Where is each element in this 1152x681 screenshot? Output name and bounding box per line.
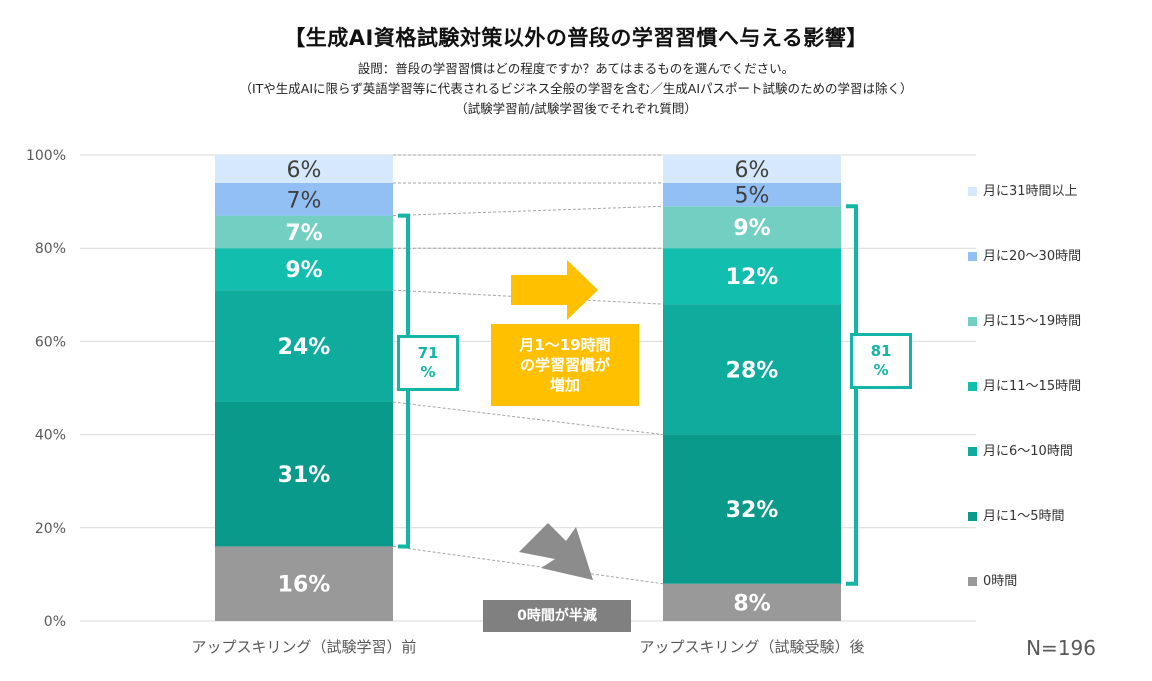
bar-segment (215, 290, 393, 402)
connector-line (392, 545, 664, 585)
y-tick-label: 40% (35, 428, 66, 444)
legend-label: 0時間 (983, 574, 1018, 589)
legend-swatch (968, 447, 977, 456)
bar-segment (663, 434, 841, 584)
bar-segment (215, 401, 393, 547)
legend-swatch (968, 252, 977, 261)
x-category-label: アップスキリング（試験学習）前 (191, 638, 416, 656)
data-label: 5% (735, 184, 770, 209)
legend-swatch (968, 382, 977, 391)
after-bracket (846, 204, 858, 586)
legend-item: 0時間 (968, 570, 1017, 589)
bar-segment (215, 248, 393, 291)
legend-item: 月に20～30時間 (968, 245, 1081, 264)
legend-label: 月に31時間以上 (983, 184, 1078, 199)
data-label: 8% (733, 591, 770, 616)
data-label: 9% (733, 216, 770, 241)
legend-label: 月に15～19時間 (983, 314, 1082, 329)
zero-half-callout: 0時間が半減 (483, 600, 631, 632)
before-bracket-value: 71 (417, 344, 439, 362)
bar-segment (215, 546, 393, 621)
increase-callout-line-2: の学習習慣が (519, 356, 610, 374)
legend-label: 月に1～5時間 (983, 509, 1065, 524)
connector-line (392, 205, 664, 217)
legend-item: 月に1～5時間 (968, 505, 1065, 524)
legend-item: 月に31時間以上 (968, 180, 1078, 199)
data-label: 9% (285, 258, 322, 283)
before-bracket-label: 71% (397, 335, 459, 391)
data-label: 6% (287, 158, 322, 183)
legend-swatch (968, 577, 977, 586)
data-label: 6% (735, 158, 770, 183)
data-label: 31% (278, 463, 331, 488)
subtitle-line-3: （試験学習前/試験学習後でそれぞれ質問） (455, 101, 697, 116)
legend-item: 月に6～10時間 (968, 440, 1073, 459)
bar-segment (663, 304, 841, 435)
bar-segment (663, 182, 841, 207)
legend-swatch (968, 187, 977, 196)
legend-item: 月に11～15時間 (968, 375, 1081, 394)
bar-segment (215, 215, 393, 249)
y-tick-label: 80% (35, 241, 66, 257)
data-label: 24% (278, 335, 331, 360)
increase-callout-line-3: 増加 (549, 376, 580, 394)
after-bracket-unit: % (873, 361, 889, 379)
data-label: 12% (726, 265, 779, 290)
legend-label: 月に6～10時間 (983, 444, 1073, 459)
increase-callout-line-1: 月1～19時間 (519, 336, 611, 354)
bar-segment (215, 155, 393, 183)
legend-label: 月に20～30時間 (983, 249, 1082, 264)
data-label: 32% (726, 498, 779, 523)
subtitle-line-2: （ITや生成AIに限らず英語学習等に代表されるビジネス全般の学習を含む／生成AI… (239, 81, 913, 96)
sample-size: N=196 (1026, 636, 1096, 660)
bar-segment (215, 182, 393, 216)
decrease-arrow (519, 523, 593, 580)
y-tick-label: 100% (26, 148, 66, 164)
bar-segment (663, 583, 841, 621)
legend-swatch (968, 512, 977, 521)
y-tick-label: 0% (44, 614, 66, 630)
before-bracket-unit: % (420, 363, 436, 381)
data-label: 7% (285, 221, 322, 246)
connector-line (392, 401, 664, 436)
data-label: 7% (287, 188, 322, 213)
after-bracket-value: 81 (870, 342, 892, 360)
legend-label: 月に11～15時間 (983, 379, 1082, 394)
increase-arrow (511, 260, 598, 320)
bar-segment (663, 155, 841, 183)
bar-segment (663, 248, 841, 305)
legend-item: 月に15～19時間 (968, 310, 1081, 329)
x-category-label: アップスキリング（試験受験）後 (639, 638, 864, 656)
data-label: 28% (726, 358, 779, 383)
y-tick-label: 20% (35, 521, 66, 537)
bar-segment (663, 206, 841, 249)
chart-title: 【生成AI資格試験対策以外の普段の学習習慣へ与える影響】 (284, 26, 868, 50)
increase-callout: 月1～19時間 の学習習慣が 増加 (491, 324, 639, 406)
data-label: 16% (278, 573, 331, 598)
subtitle-line-1: 設問：普段の学習習慣はどの程度ですか？あてはまるものを選んでください。 (357, 61, 795, 76)
after-bracket-label: 81% (850, 333, 912, 389)
legend-swatch (968, 317, 977, 326)
y-tick-label: 60% (35, 334, 66, 350)
